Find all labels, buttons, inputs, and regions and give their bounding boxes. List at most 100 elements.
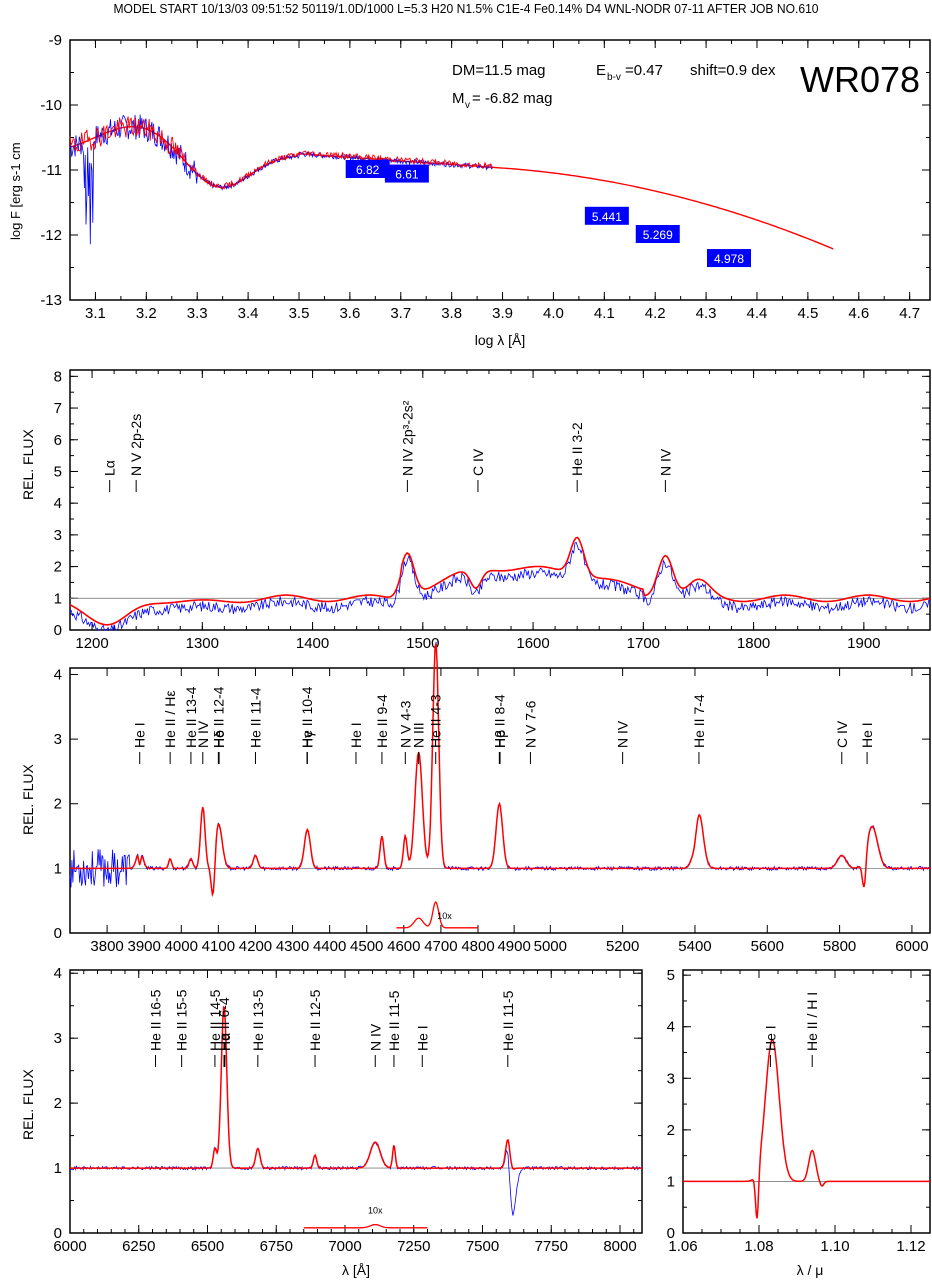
optical-inset-spectrum	[396, 901, 478, 929]
optical-x-tick-label: 4700	[424, 938, 457, 955]
uv-y-axis-label: REL. FLUX	[20, 429, 36, 500]
uv-y-tick-label: 5	[54, 463, 62, 480]
sed-x-tick-label: 4.2	[645, 305, 666, 322]
optical-line-label: He II 13-4	[183, 686, 199, 748]
optical-x-tick-label: 3900	[127, 938, 160, 955]
red-line-label: He II 16-5	[148, 989, 164, 1051]
red-line-label: N IV	[367, 1023, 383, 1051]
ir-x-tick-label: 1.08	[744, 1238, 773, 1255]
optical-x-tick-label: 4000	[165, 938, 198, 955]
uv-x-tick-label: 1700	[627, 635, 660, 652]
ir-model-spectrum	[683, 1038, 930, 1219]
sed-x-tick-label: 4.6	[848, 305, 869, 322]
sed-y-tick-label: -13	[40, 292, 62, 309]
uv-observed-spectrum	[69, 541, 930, 631]
red-x-tick-label: 7750	[535, 1238, 568, 1255]
optical-x-tick-label: 5600	[751, 938, 784, 955]
photometry-box-label: 6.82	[356, 163, 380, 177]
optical-x-tick-label: 4600	[387, 938, 420, 955]
uv-x-tick-label: 1800	[737, 635, 770, 652]
uv-frame	[69, 369, 931, 631]
sed-x-tick-label: 3.9	[492, 305, 513, 322]
red-frame	[69, 969, 643, 1234]
uv-x-tick-label: 1600	[516, 635, 549, 652]
optical-y-axis-label: REL. FLUX	[20, 764, 36, 835]
flux-shift: shift=0.9 dex	[690, 62, 776, 79]
ir-y-tick-label: 0	[667, 1225, 675, 1242]
optical-x-tick-label: 5000	[534, 938, 567, 955]
sed-x-axis-label: log λ [Å]	[475, 332, 526, 348]
sed-x-tick-label: 4.3	[696, 305, 717, 322]
optical-x-tick-label: 6000	[895, 938, 928, 955]
optical-x-tick-label: 4300	[276, 938, 309, 955]
red-x-tick-label: 8000	[603, 1238, 636, 1255]
optical-x-tick-label: 4200	[239, 938, 272, 955]
ir-x-tick-label: 1.06	[668, 1238, 697, 1255]
uv-line-label: C IV	[470, 448, 486, 476]
optical-frame	[69, 667, 931, 934]
uv-y-tick-label: 1	[54, 590, 62, 607]
uv-y-tick-label: 8	[54, 368, 62, 385]
star-name: WR078	[800, 59, 920, 100]
optical-x-tick-label: 5800	[823, 938, 856, 955]
red-model-spectrum	[70, 1005, 642, 1170]
optical-x-tick-label: 4500	[350, 938, 383, 955]
red-line-label: He II 11-5	[386, 990, 402, 1051]
red-inset-label: 10x	[368, 1206, 383, 1216]
photometry-box-label: 4.978	[714, 252, 744, 266]
uv-x-tick-label: 1900	[847, 635, 880, 652]
optical-line-label: He II 8-4	[491, 694, 507, 748]
sed-x-tick-label: 3.1	[85, 305, 106, 322]
absolute-magnitude: M	[452, 90, 465, 107]
sed-x-tick-label: 4.5	[797, 305, 818, 322]
red-y-tick-label: 1	[54, 1160, 62, 1177]
uv-line-label: N IV	[657, 448, 673, 476]
optical-x-tick-label: 3800	[90, 938, 123, 955]
uv-line-label: N IV 2p³-2s²	[399, 400, 415, 476]
uv-y-tick-label: 6	[54, 432, 62, 449]
photometry-box	[706, 249, 751, 268]
uv-line-label: Lα	[102, 460, 118, 476]
red-inset-spectrum	[303, 1223, 428, 1229]
ir-y-tick-label: 5	[667, 967, 675, 984]
sed-x-tick-label: 4.1	[594, 305, 615, 322]
optical-x-tick-label: 4900	[497, 938, 530, 955]
absolute-magnitude-value: = -6.82 mag	[472, 90, 552, 107]
uv-x-tick-label: 1500	[406, 635, 439, 652]
uv-y-tick-label: 3	[54, 527, 62, 544]
uv-y-tick-label: 0	[54, 622, 62, 639]
optical-line-label: He I	[132, 722, 148, 748]
sed-x-tick-label: 4.0	[543, 305, 564, 322]
optical-line-label: He II 7-4	[691, 694, 707, 748]
color-excess: E	[596, 62, 606, 79]
sed-x-tick-label: 3.2	[136, 305, 157, 322]
red-x-tick-label: 6500	[191, 1238, 224, 1255]
ir-x-tick-label: 1.10	[820, 1238, 849, 1255]
optical-x-tick-label: 4400	[313, 938, 346, 955]
optical-x-tick-label: 5400	[678, 938, 711, 955]
optical-x-tick-label: 4800	[461, 938, 494, 955]
uv-x-tick-label: 1400	[296, 635, 329, 652]
red-line-label: He II 12-5	[307, 989, 323, 1051]
optical-line-label: N V 7-6	[522, 700, 538, 748]
red-line-label: He II 15-5	[174, 989, 190, 1051]
optical-line-label: He II 11-4	[247, 687, 263, 748]
red-x-tick-label: 6000	[53, 1238, 86, 1255]
distance-modulus: DM=11.5 mag	[452, 62, 546, 79]
optical-inset-label: 10x	[437, 911, 452, 921]
optical-x-tick-label: 4100	[202, 938, 235, 955]
sed-y-tick-label: -12	[40, 227, 62, 244]
red-y-tick-label: 3	[54, 1030, 62, 1047]
uv-line-label: N V 2p-2s	[128, 414, 144, 476]
sed-x-tick-label: 3.3	[187, 305, 208, 322]
sed-observed-spectrum	[69, 114, 493, 245]
optical-y-tick-label: 4	[54, 666, 62, 683]
photometry-box	[635, 225, 680, 243]
optical-line-label: N IV	[195, 720, 211, 748]
red-y-tick-label: 0	[54, 1225, 62, 1242]
optical-model-spectrum	[70, 643, 930, 898]
red-y-tick-label: 4	[54, 965, 62, 982]
optical-line-label: N IV	[615, 720, 631, 748]
red-line-label: He II 11-5	[500, 990, 516, 1051]
sed-y-tick-label: -10	[40, 97, 62, 114]
